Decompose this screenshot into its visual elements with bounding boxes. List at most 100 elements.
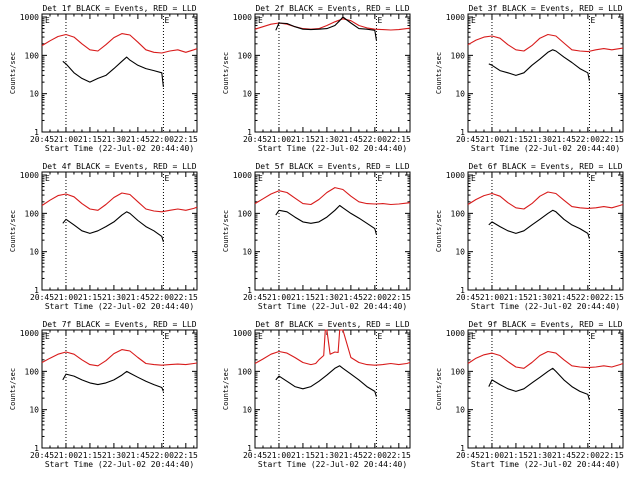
x-axis-label: Start Time (22-Jul-02 20:44:40) bbox=[45, 144, 194, 153]
series-line-lld bbox=[467, 350, 624, 369]
panel-det-1f: Det 1f BLACK = Events, RED = LLD 1 10 100 10… bbox=[9, 4, 198, 153]
corner-marker-label: E bbox=[164, 332, 169, 341]
plot-frame bbox=[467, 13, 624, 133]
series-line-lld bbox=[41, 349, 198, 367]
series-line-events bbox=[488, 367, 590, 401]
panel-title: Det 6f BLACK = Events, RED = LLD bbox=[468, 162, 622, 171]
corner-marker-label: E bbox=[471, 332, 476, 341]
panel-title: Det 2f BLACK = Events, RED = LLD bbox=[255, 4, 409, 13]
x-tick-label: 21:00 bbox=[54, 135, 78, 144]
corner-marker-label: E bbox=[377, 174, 382, 183]
series-line-lld bbox=[467, 33, 624, 53]
x-tick-label: 20:45 bbox=[243, 135, 267, 144]
x-axis-label: Start Time (22-Jul-02 20:44:40) bbox=[471, 302, 620, 311]
x-tick-label: 21:15 bbox=[78, 451, 102, 460]
x-axis-label: Start Time (22-Jul-02 20:44:40) bbox=[471, 460, 620, 469]
panel-title: Det 4f BLACK = Events, RED = LLD bbox=[42, 162, 196, 171]
corner-marker-label: E bbox=[45, 174, 50, 183]
y-tick-label: 10 bbox=[455, 90, 465, 99]
x-tick-label: 22:15 bbox=[174, 135, 198, 144]
y-tick-label: 10 bbox=[29, 90, 39, 99]
x-tick-label: 21:00 bbox=[54, 293, 78, 302]
corner-marker-label: E bbox=[590, 332, 595, 341]
panel-title: Det 7f BLACK = Events, RED = LLD bbox=[42, 320, 196, 329]
x-axis-label: Start Time (22-Jul-02 20:44:40) bbox=[258, 144, 407, 153]
x-tick-label: 21:45 bbox=[552, 135, 576, 144]
y-axis-label: Counts/sec bbox=[435, 368, 443, 410]
y-tick-label: 10 bbox=[455, 406, 465, 415]
panel-title: Det 8f BLACK = Events, RED = LLD bbox=[255, 320, 409, 329]
corner-marker-label: E bbox=[164, 16, 169, 25]
plot-frame bbox=[254, 329, 411, 449]
y-tick-label: 1 bbox=[34, 444, 39, 453]
x-tick-label: 21:15 bbox=[78, 135, 102, 144]
y-axis-label: Counts/sec bbox=[222, 368, 230, 410]
y-tick-label: 1 bbox=[460, 128, 465, 137]
x-tick-label: 21:45 bbox=[126, 293, 150, 302]
y-tick-label: 100 bbox=[25, 51, 40, 60]
corner-marker-label: E bbox=[164, 174, 169, 183]
y-tick-label: 100 bbox=[238, 51, 253, 60]
x-tick-label: 21:00 bbox=[267, 135, 291, 144]
x-tick-label: 21:00 bbox=[267, 451, 291, 460]
y-tick-label: 100 bbox=[238, 367, 253, 376]
x-axis-label: Start Time (22-Jul-02 20:44:40) bbox=[45, 302, 194, 311]
series-line-events bbox=[275, 365, 377, 397]
x-tick-label: 22:00 bbox=[363, 135, 387, 144]
x-tick-label: 21:45 bbox=[552, 293, 576, 302]
y-tick-label: 100 bbox=[238, 209, 253, 218]
x-axis-label: Start Time (22-Jul-02 20:44:40) bbox=[471, 144, 620, 153]
y-axis-label: Counts/sec bbox=[222, 52, 230, 94]
y-tick-label: 10 bbox=[29, 248, 39, 257]
series-line-events bbox=[488, 209, 590, 239]
y-tick-label: 1 bbox=[34, 286, 39, 295]
series-line-events bbox=[62, 56, 164, 87]
panel-det-9f: Det 9f BLACK = Events, RED = LLD 1 10 100 10… bbox=[435, 320, 624, 469]
plot-frame bbox=[254, 13, 411, 133]
x-tick-label: 21:15 bbox=[291, 135, 315, 144]
corner-marker-label: E bbox=[590, 16, 595, 25]
y-tick-label: 100 bbox=[451, 209, 466, 218]
plot-frame bbox=[41, 329, 198, 449]
x-tick-label: 21:45 bbox=[126, 451, 150, 460]
x-tick-label: 20:45 bbox=[30, 451, 54, 460]
y-tick-label: 10 bbox=[29, 406, 39, 415]
series-line-lld bbox=[254, 329, 411, 366]
y-tick-label: 100 bbox=[25, 367, 40, 376]
x-tick-label: 22:15 bbox=[600, 293, 624, 302]
x-tick-label: 22:00 bbox=[150, 451, 174, 460]
x-tick-label: 21:00 bbox=[54, 451, 78, 460]
x-tick-label: 21:45 bbox=[339, 451, 363, 460]
panel-title: Det 5f BLACK = Events, RED = LLD bbox=[255, 162, 409, 171]
panel-det-2f: Det 2f BLACK = Events, RED = LLD 1 10 100 10… bbox=[222, 4, 411, 153]
series-line-lld bbox=[41, 192, 198, 213]
panel-det-7f: Det 7f BLACK = Events, RED = LLD 1 10 100 10… bbox=[9, 320, 198, 469]
x-tick-label: 21:30 bbox=[315, 293, 339, 302]
panel-title: Det 3f BLACK = Events, RED = LLD bbox=[468, 4, 622, 13]
x-tick-label: 21:30 bbox=[315, 451, 339, 460]
y-tick-label: 1000 bbox=[20, 329, 39, 338]
y-tick-label: 1 bbox=[247, 128, 252, 137]
series-line-lld bbox=[41, 33, 198, 54]
series-line-events bbox=[275, 16, 377, 41]
x-tick-label: 22:15 bbox=[387, 135, 411, 144]
x-tick-label: 21:30 bbox=[528, 293, 552, 302]
x-tick-label: 20:45 bbox=[30, 135, 54, 144]
x-tick-label: 22:00 bbox=[363, 451, 387, 460]
x-tick-label: 22:00 bbox=[576, 451, 600, 460]
panel-det-8f: Det 8f BLACK = Events, RED = LLD 1 10 100 10… bbox=[222, 320, 411, 469]
x-tick-label: 20:45 bbox=[243, 293, 267, 302]
x-tick-label: 22:15 bbox=[174, 293, 198, 302]
x-tick-label: 21:15 bbox=[78, 293, 102, 302]
series-line-events bbox=[62, 211, 164, 243]
x-tick-label: 21:15 bbox=[504, 293, 528, 302]
x-tick-label: 21:30 bbox=[102, 451, 126, 460]
y-axis-label: Counts/sec bbox=[9, 210, 17, 252]
corner-marker-label: E bbox=[45, 332, 50, 341]
y-tick-label: 1 bbox=[460, 444, 465, 453]
series-line-events bbox=[275, 204, 377, 235]
y-tick-label: 1 bbox=[460, 286, 465, 295]
x-tick-label: 22:00 bbox=[150, 293, 174, 302]
y-tick-label: 10 bbox=[455, 248, 465, 257]
